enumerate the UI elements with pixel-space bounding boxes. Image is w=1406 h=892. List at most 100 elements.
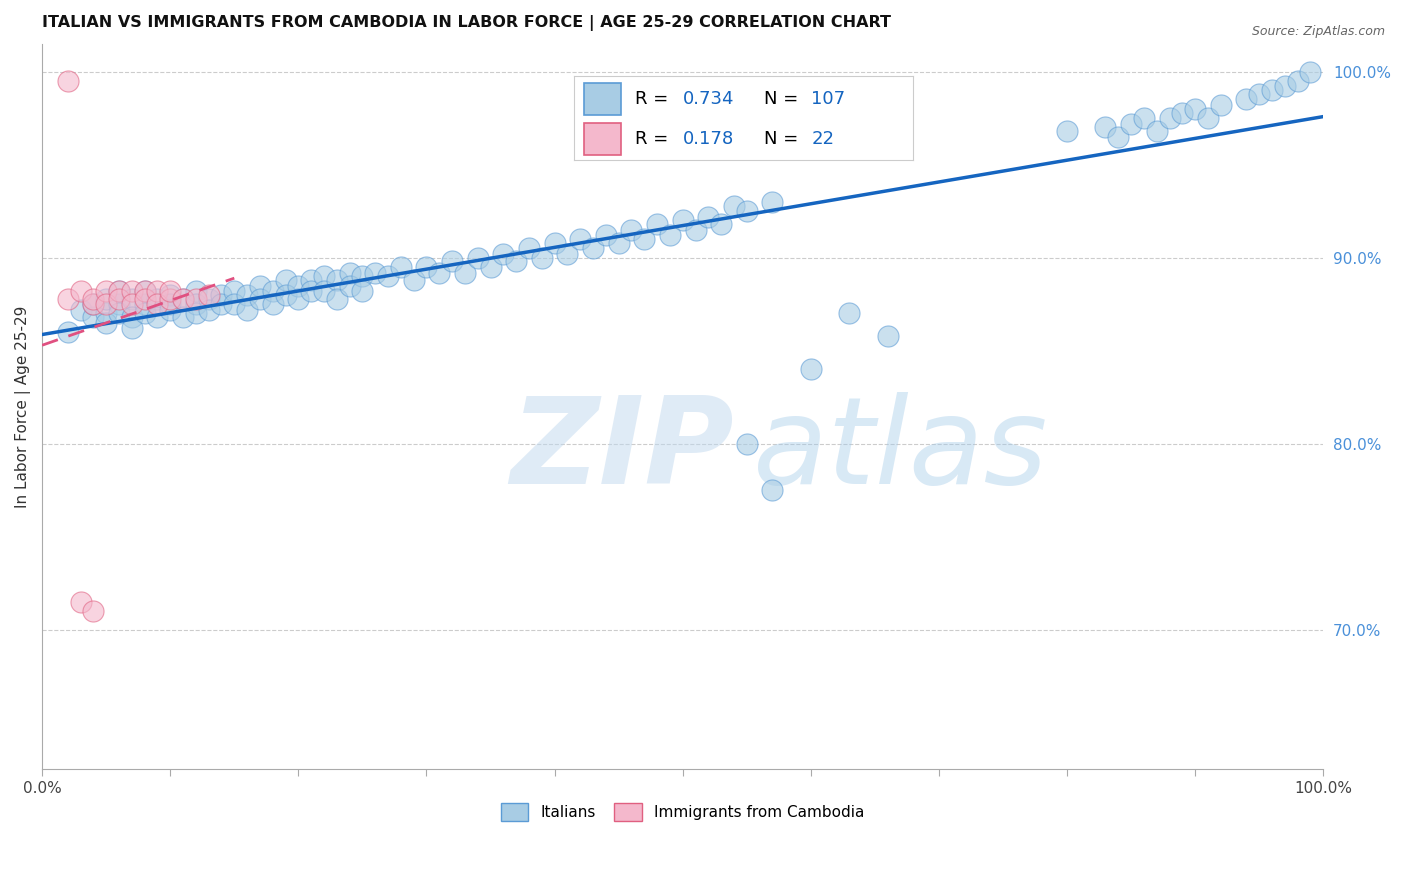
Point bbox=[197, 288, 219, 302]
Point bbox=[672, 124, 695, 138]
Point bbox=[427, 266, 450, 280]
Point bbox=[505, 254, 527, 268]
Point bbox=[274, 273, 297, 287]
Point bbox=[479, 260, 502, 274]
Point bbox=[184, 284, 207, 298]
Point bbox=[249, 278, 271, 293]
Point bbox=[1133, 111, 1156, 125]
Point bbox=[69, 284, 91, 298]
Point bbox=[108, 297, 131, 311]
Point bbox=[159, 288, 181, 302]
Point bbox=[121, 310, 143, 325]
Point bbox=[1146, 124, 1168, 138]
Point bbox=[299, 284, 322, 298]
Point bbox=[96, 316, 118, 330]
Point bbox=[134, 292, 156, 306]
Point bbox=[96, 284, 118, 298]
Point bbox=[197, 292, 219, 306]
Point bbox=[172, 292, 194, 306]
Point bbox=[262, 297, 284, 311]
Point bbox=[672, 213, 695, 227]
Text: ZIP: ZIP bbox=[510, 392, 734, 508]
Point bbox=[441, 254, 464, 268]
Point bbox=[172, 292, 194, 306]
Point bbox=[339, 266, 361, 280]
Point bbox=[108, 306, 131, 320]
Point bbox=[134, 284, 156, 298]
Point bbox=[82, 297, 104, 311]
Point bbox=[108, 284, 131, 298]
Point bbox=[159, 297, 181, 311]
Point bbox=[134, 284, 156, 298]
Point bbox=[56, 325, 79, 339]
Point bbox=[1171, 105, 1194, 120]
Point bbox=[685, 223, 707, 237]
Point bbox=[121, 297, 143, 311]
Point bbox=[800, 362, 823, 376]
Point bbox=[1119, 117, 1142, 131]
Point bbox=[1209, 98, 1232, 112]
Point bbox=[352, 269, 374, 284]
Point bbox=[415, 260, 437, 274]
Point bbox=[467, 251, 489, 265]
Point bbox=[108, 284, 131, 298]
Point bbox=[224, 284, 246, 298]
Text: ITALIAN VS IMMIGRANTS FROM CAMBODIA IN LABOR FORCE | AGE 25-29 CORRELATION CHART: ITALIAN VS IMMIGRANTS FROM CAMBODIA IN L… bbox=[42, 15, 891, 31]
Point bbox=[620, 223, 643, 237]
Point bbox=[1249, 87, 1271, 101]
Point bbox=[108, 292, 131, 306]
Point bbox=[582, 241, 605, 255]
Point bbox=[211, 297, 233, 311]
Point bbox=[1159, 111, 1181, 125]
Point bbox=[569, 232, 592, 246]
Point bbox=[1286, 74, 1309, 88]
Point bbox=[184, 306, 207, 320]
Point bbox=[236, 302, 259, 317]
Point bbox=[645, 217, 668, 231]
Point bbox=[56, 74, 79, 88]
Point bbox=[121, 284, 143, 298]
Point bbox=[339, 278, 361, 293]
Point bbox=[1197, 111, 1219, 125]
Point bbox=[82, 297, 104, 311]
Point bbox=[184, 292, 207, 306]
Point bbox=[364, 266, 387, 280]
Point bbox=[735, 204, 758, 219]
Point bbox=[1107, 129, 1129, 144]
Point bbox=[134, 306, 156, 320]
Point bbox=[96, 292, 118, 306]
Point bbox=[299, 273, 322, 287]
Point bbox=[96, 297, 118, 311]
Point bbox=[146, 310, 169, 325]
Point bbox=[121, 292, 143, 306]
Point bbox=[159, 302, 181, 317]
Point bbox=[697, 210, 720, 224]
Point bbox=[389, 260, 412, 274]
Point bbox=[454, 266, 477, 280]
Point bbox=[211, 288, 233, 302]
Text: Source: ZipAtlas.com: Source: ZipAtlas.com bbox=[1251, 25, 1385, 38]
Point bbox=[236, 288, 259, 302]
Point bbox=[134, 297, 156, 311]
Point bbox=[761, 194, 783, 209]
Point bbox=[262, 284, 284, 298]
Point bbox=[377, 269, 399, 284]
Point bbox=[761, 483, 783, 498]
Point bbox=[184, 297, 207, 311]
Point bbox=[1261, 83, 1284, 97]
Point bbox=[274, 288, 297, 302]
Point bbox=[352, 284, 374, 298]
Point bbox=[121, 321, 143, 335]
Point bbox=[557, 247, 579, 261]
Point bbox=[326, 292, 349, 306]
Point bbox=[287, 292, 309, 306]
Y-axis label: In Labor Force | Age 25-29: In Labor Force | Age 25-29 bbox=[15, 305, 31, 508]
Point bbox=[69, 302, 91, 317]
Point bbox=[633, 232, 655, 246]
Point bbox=[249, 292, 271, 306]
Point bbox=[197, 302, 219, 317]
Point bbox=[312, 269, 335, 284]
Point bbox=[1234, 93, 1257, 107]
Point bbox=[82, 292, 104, 306]
Point bbox=[56, 292, 79, 306]
